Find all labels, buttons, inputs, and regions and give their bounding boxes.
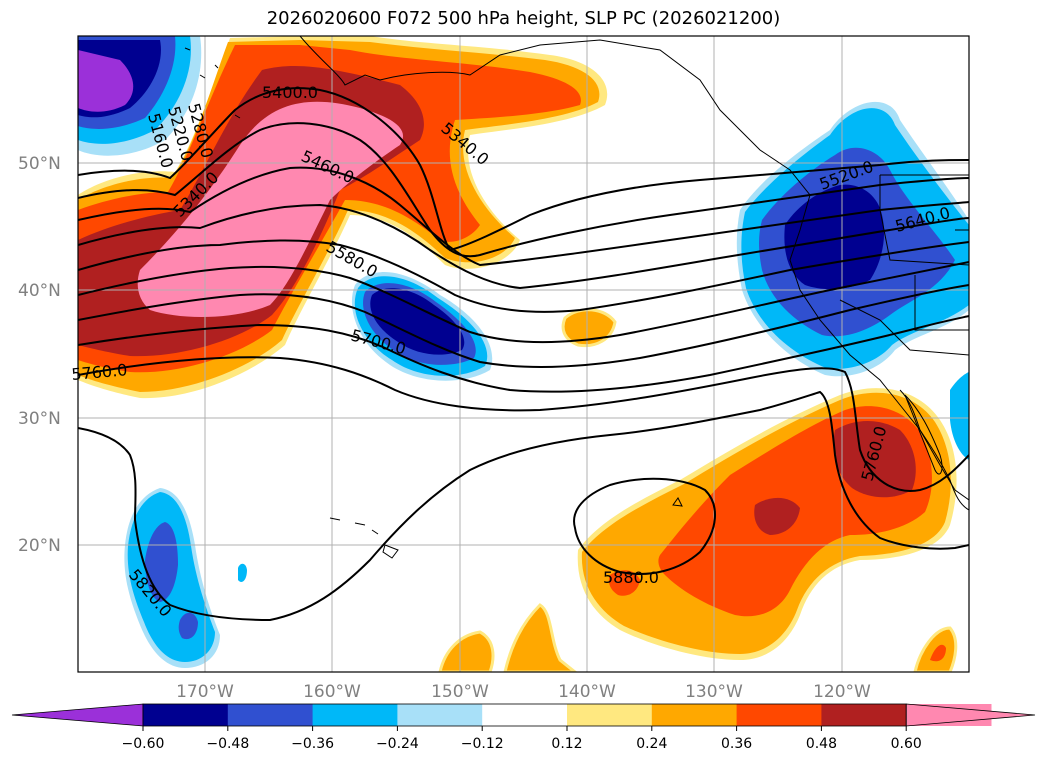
hawaiian-islands (329, 517, 399, 559)
colorbar-tick-label: −0.36 (291, 736, 334, 752)
contour-line (573, 477, 717, 575)
neg-anomaly-small-blob (238, 563, 247, 582)
colorbar-tick-label: 0.12 (551, 736, 582, 752)
neg-anomaly-westcoast-strong (784, 184, 885, 290)
colorbar (11, 703, 1036, 727)
colorbar-tick-label: −0.60 (122, 736, 165, 752)
contour-line (78, 166, 969, 267)
colorbar-segment (227, 704, 314, 726)
longitude-labels: 170°W 160°W 150°W 140°W 130°W 120°W (176, 682, 871, 702)
colorbar-segment (567, 704, 653, 726)
colorbar-segment (736, 704, 822, 726)
contour-line (78, 284, 969, 368)
contour-line (78, 203, 969, 290)
contour-label: 5880.0 (603, 568, 659, 587)
colorbar-tick-label: 0.24 (636, 736, 667, 752)
contour-line (78, 122, 969, 258)
pos-anomaly-southeast-strong-2 (754, 497, 800, 535)
contour-label: 5400.0 (262, 83, 318, 102)
contour-line (78, 356, 969, 492)
neg-anomaly-southcal (950, 372, 969, 460)
lon-label: 120°W (813, 682, 871, 702)
baja-california (904, 394, 943, 475)
colorbar-tick-label: −0.48 (206, 736, 249, 752)
height-contours (78, 87, 969, 622)
lon-label: 160°W (303, 682, 361, 702)
contour-line (78, 239, 969, 313)
contour-line (78, 261, 969, 344)
colorbar-tick-label: −0.12 (461, 736, 504, 752)
colorbar-tick-label: −0.24 (376, 736, 419, 752)
colorbar-segment (312, 704, 398, 726)
map-gridlines (78, 36, 969, 672)
map-border (77, 35, 970, 673)
colorbar-segment (651, 704, 738, 726)
neg-anomaly-southwest-mid (145, 522, 178, 602)
island-marker (672, 497, 683, 507)
aleutian-islands (184, 47, 241, 119)
lat-label: 40°N (18, 281, 61, 301)
map-title: 2026020600 F072 500 hPa height, SLP PC (… (266, 8, 781, 29)
lat-label: 50°N (18, 154, 61, 174)
lon-label: 150°W (431, 682, 489, 702)
contour-line (78, 87, 969, 252)
alaska-coastline (299, 36, 969, 501)
canada-border (839, 174, 969, 356)
lat-label: 30°N (18, 409, 61, 429)
lon-label: 130°W (685, 682, 743, 702)
colorbar-tick-label: 0.36 (721, 736, 752, 752)
colorbar-segment (821, 704, 907, 726)
colorbar-outline (142, 703, 907, 727)
colorbar-tick-label: 0.48 (806, 736, 837, 752)
anomaly-shading (78, 36, 969, 672)
contour-label: 5760.0 (71, 360, 128, 384)
pos-anomaly-bottom-patch-2 (503, 603, 578, 672)
contour-line (78, 390, 969, 622)
pos-anomaly-bottom-patch-1 (438, 630, 495, 672)
lat-label: 20°N (18, 536, 61, 556)
pos-anomaly-southeast-strong-3 (608, 570, 640, 596)
neg-anomaly-central-strong (370, 288, 465, 355)
colorbar-ticks: −0.60 −0.48 −0.36 −0.24 −0.12 0.12 0.24 0.36 0.4… (122, 726, 922, 752)
neg-anomaly-southwest-mid-2 (178, 612, 198, 640)
lon-label: 170°W (176, 682, 234, 702)
pos-anomaly-small-blob (561, 308, 617, 348)
colorbar-tick-label: 0.60 (891, 736, 922, 752)
colorbar-extend-low (11, 703, 144, 727)
neg-anomaly-northwest-core (78, 50, 134, 112)
pos-anomaly-southeast-strong (833, 421, 916, 498)
coastlines (184, 36, 969, 559)
colorbar-segment (482, 704, 568, 726)
lon-label: 140°W (558, 682, 616, 702)
pos-anomaly-bottom-patch-3-core (930, 644, 946, 662)
mexico-coast (899, 389, 969, 511)
latitude-labels: 50°N 40°N 30°N 20°N (18, 154, 61, 556)
colorbar-segment (397, 704, 483, 726)
colorbar-segment (143, 704, 229, 726)
contour-line (78, 315, 969, 393)
